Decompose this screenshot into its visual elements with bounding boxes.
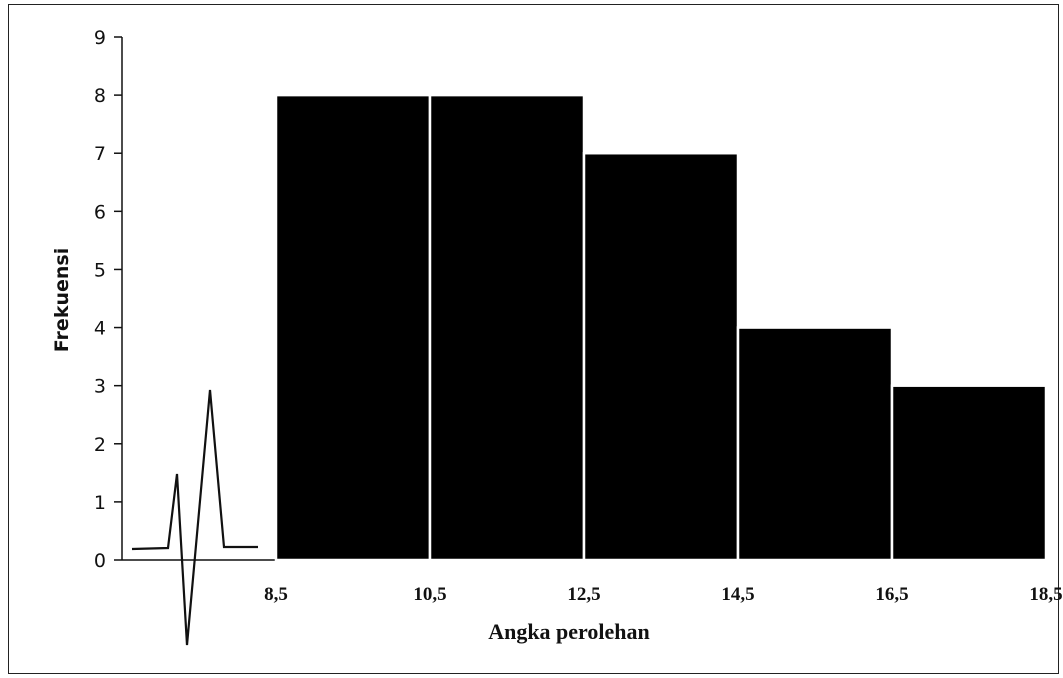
x-tick-label: 18,5 — [1029, 584, 1062, 605]
y-tick-label: 0 — [94, 550, 106, 572]
y-axis-ticks: 0 1 2 3 4 5 6 7 8 9 — [94, 27, 122, 572]
y-tick-label: 4 — [94, 318, 106, 340]
histogram-bar — [428, 93, 586, 562]
y-tick-label: 1 — [94, 492, 106, 514]
y-tick-label: 3 — [94, 376, 106, 398]
x-tick-label: 10,5 — [413, 584, 446, 605]
x-tick-label: 8,5 — [264, 584, 288, 605]
x-axis-label: Angka perolehan — [488, 619, 650, 644]
y-axis-label: Frekuensi — [51, 248, 73, 352]
x-tick-label: 12,5 — [567, 584, 600, 605]
x-axis-ticks: 8,5 10,5 12,5 14,5 16,5 18,5 — [264, 584, 1063, 605]
y-tick-label: 5 — [94, 259, 106, 281]
histogram-bar — [274, 93, 432, 562]
y-tick-label: 8 — [94, 85, 106, 107]
x-tick-label: 14,5 — [721, 584, 754, 605]
y-tick-label: 9 — [94, 27, 106, 49]
x-tick-label: 16,5 — [875, 584, 908, 605]
y-tick-label: 2 — [94, 434, 106, 456]
histogram-bar — [582, 151, 740, 562]
y-tick-label: 7 — [94, 143, 106, 165]
y-tick-label: 6 — [94, 201, 106, 223]
histogram-bar — [890, 384, 1048, 562]
axis-break-symbol — [131, 389, 258, 646]
histogram-bar — [736, 326, 894, 562]
bars — [274, 93, 1048, 562]
